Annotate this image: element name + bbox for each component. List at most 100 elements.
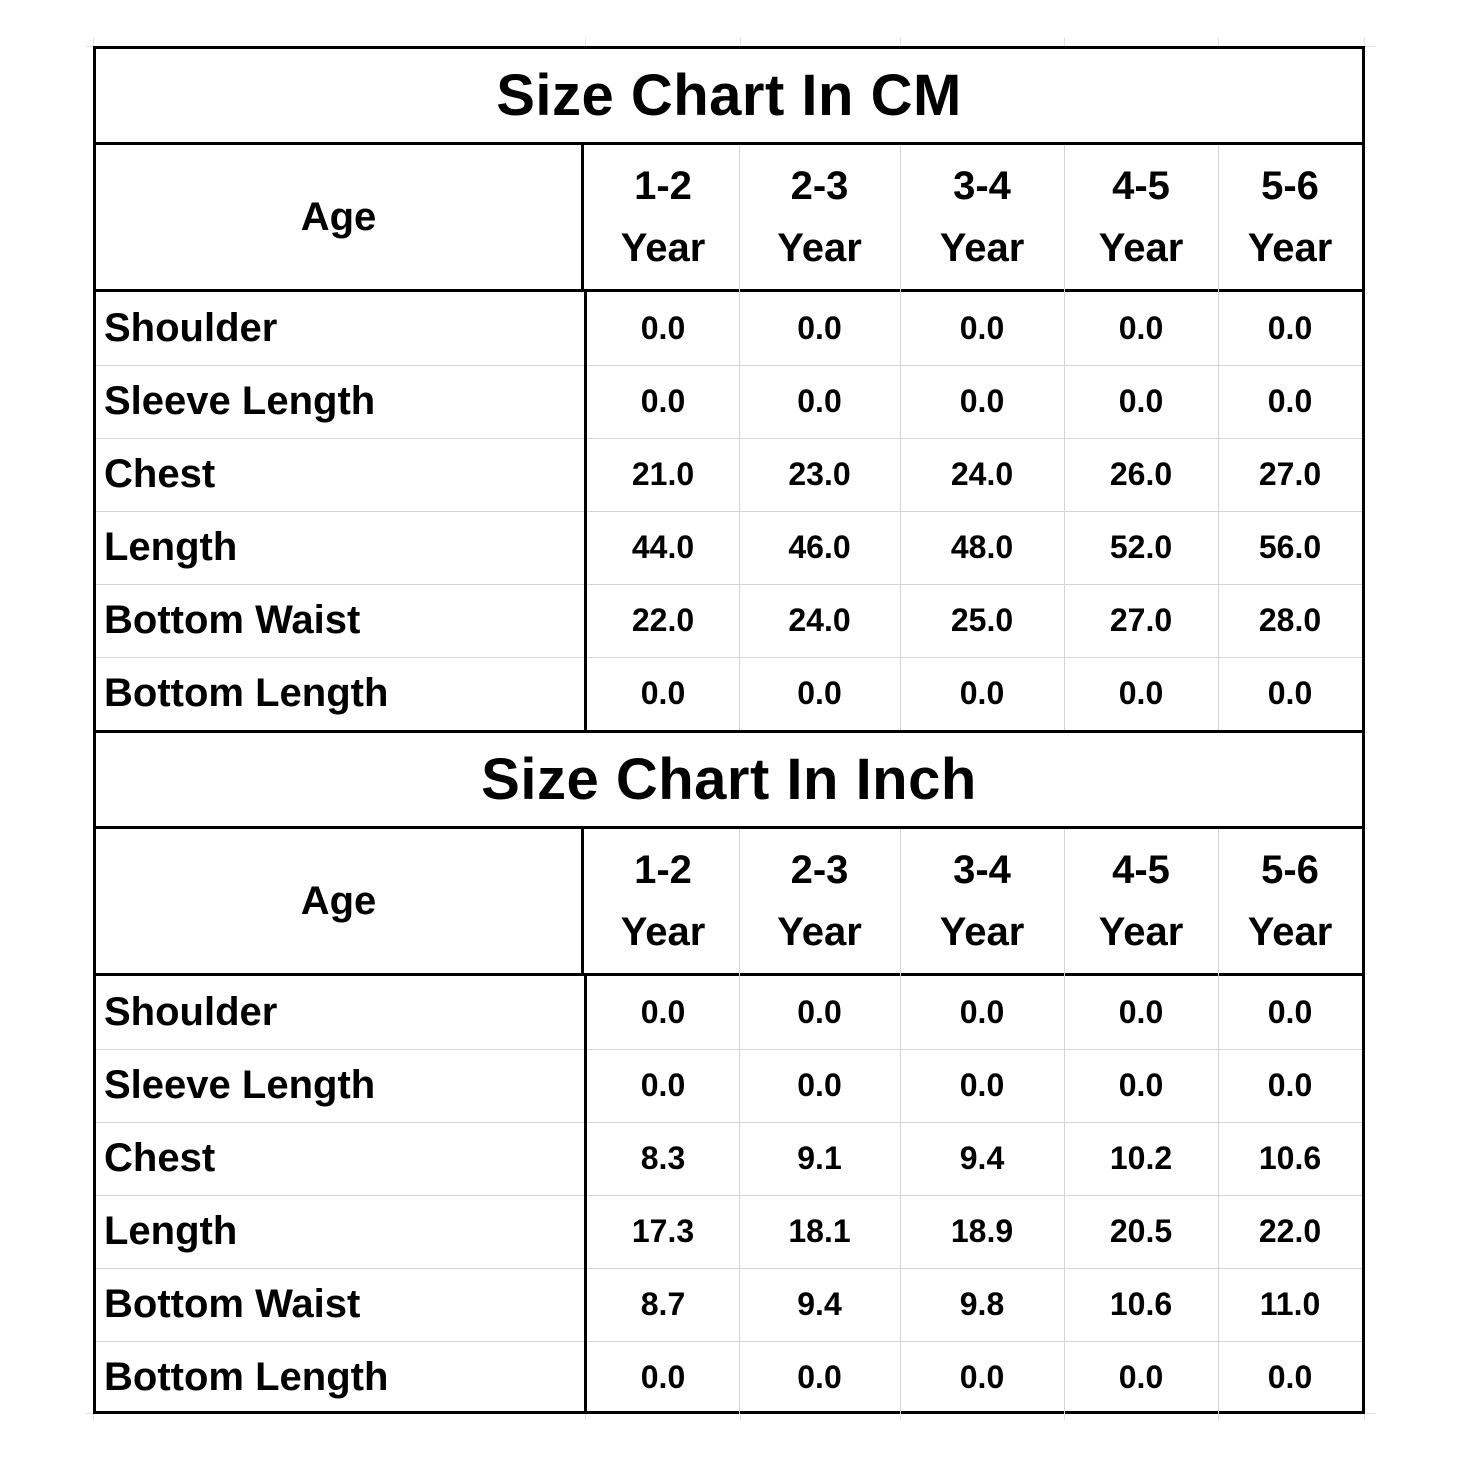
measurement-value: 26.0 (1109, 456, 1173, 492)
age-size-header: 3-4 Year (900, 145, 1064, 289)
section-divider (96, 730, 1362, 733)
label-divider (584, 292, 587, 365)
age-label: Age (96, 145, 584, 289)
measurement-value: 18.9 (950, 1213, 1014, 1249)
age-unit: Year (777, 226, 862, 270)
age-unit: Year (1247, 910, 1333, 954)
age-range: 3-4 (953, 848, 1011, 892)
measurement-value: 0.0 (1267, 383, 1313, 419)
age-range: 1-2 (634, 848, 692, 892)
measurement-row: Sleeve Length 0.0 0.0 0.0 0.0 0.0 (96, 365, 1362, 439)
measurement-label: Length (104, 525, 238, 569)
measurement-value: 27.0 (1258, 456, 1322, 492)
measurement-label: Length (104, 1209, 238, 1253)
measurement-value: 23.0 (788, 456, 851, 492)
inch-size-chart: Size Chart In Inch Age 1-2 Year 2-3 Year 3-4 Ye… (96, 733, 1362, 1414)
column-divider (1218, 829, 1219, 1414)
measurement-label: Chest (104, 1136, 216, 1180)
measurement-label: Chest (104, 452, 216, 496)
measurement-value: 46.0 (788, 529, 851, 565)
measurement-value: 44.0 (631, 529, 695, 565)
measurement-value: 0.0 (959, 1067, 1005, 1103)
measurement-value: 0.0 (1267, 675, 1313, 711)
label-divider (584, 511, 587, 584)
age-size-header: 1-2 Year (587, 145, 739, 289)
measurement-value: 21.0 (631, 456, 695, 492)
label-divider (584, 1122, 587, 1195)
measurement-value: 0.0 (1118, 310, 1164, 346)
measurement-value: 0.0 (640, 994, 686, 1030)
measurement-label: Sleeve Length (104, 379, 376, 423)
measurement-row: Sleeve Length 0.0 0.0 0.0 0.0 0.0 (96, 1049, 1362, 1123)
age-label: Age (96, 829, 584, 973)
measurement-row: Chest 21.0 23.0 24.0 26.0 27.0 (96, 438, 1362, 512)
age-unit: Year (1098, 910, 1184, 954)
age-unit: Year (620, 226, 706, 270)
measurement-value: 0.0 (640, 1067, 686, 1103)
age-size-header: 1-2 Year (587, 829, 739, 973)
label-divider (584, 1195, 587, 1268)
measurement-value: 0.0 (640, 1359, 686, 1395)
measurement-value: 0.0 (959, 310, 1005, 346)
label-divider (584, 1268, 587, 1341)
measurement-row: Bottom Waist 8.7 9.4 9.8 10.6 11.0 (96, 1268, 1362, 1342)
measurement-row: Bottom Waist 22.0 24.0 25.0 27.0 28.0 (96, 584, 1362, 658)
measurement-value: 0.0 (1267, 994, 1313, 1030)
chart-title: Size Chart In Inch (96, 733, 1362, 829)
label-divider (584, 657, 587, 730)
measurement-value: 0.0 (959, 994, 1005, 1030)
measurement-value: 48.0 (950, 529, 1014, 565)
measurement-label: Bottom Waist (104, 598, 361, 642)
measurement-row: Length 44.0 46.0 48.0 52.0 56.0 (96, 511, 1362, 585)
measurement-value: 0.0 (959, 1359, 1005, 1395)
measurement-value: 9.4 (797, 1286, 842, 1322)
measurement-value: 9.8 (959, 1286, 1005, 1322)
measurement-value: 11.0 (1259, 1286, 1321, 1322)
measurement-value: 0.0 (797, 383, 842, 419)
age-size-header: 4-5 Year (1064, 829, 1218, 973)
measurement-value: 0.0 (959, 383, 1005, 419)
age-size-header: 4-5 Year (1064, 145, 1218, 289)
measurement-value: 0.0 (1118, 383, 1164, 419)
age-range: 5-6 (1261, 164, 1319, 208)
age-unit: Year (1247, 226, 1333, 270)
measurement-value: 0.0 (797, 1067, 842, 1103)
measurement-value: 0.0 (959, 675, 1005, 711)
age-unit: Year (1098, 226, 1184, 270)
label-divider (584, 976, 587, 1049)
measurement-value: 9.1 (797, 1140, 842, 1176)
age-header-row: Age 1-2 Year 2-3 Year 3-4 Year 4-5 Year 5-6 Year (96, 145, 1362, 292)
column-divider (739, 829, 740, 1414)
measurement-value: 24.0 (788, 602, 851, 638)
measurement-row: Bottom Length 0.0 0.0 0.0 0.0 0.0 (96, 1341, 1362, 1414)
column-divider (1218, 145, 1219, 730)
measurement-label: Shoulder (104, 990, 278, 1034)
age-header-row: Age 1-2 Year 2-3 Year 3-4 Year 4-5 Year 5-6 Year (96, 829, 1362, 976)
measurement-value: 27.0 (1109, 602, 1173, 638)
measurement-row: Chest 8.3 9.1 9.4 10.2 10.6 (96, 1122, 1362, 1196)
age-range: 4-5 (1112, 164, 1170, 208)
age-size-header: 2-3 Year (739, 145, 900, 289)
measurement-value: 0.0 (797, 1359, 842, 1395)
measurement-value: 0.0 (1267, 1067, 1313, 1103)
size-chart-sheet: Size Chart In CM Age 1-2 Year 2-3 Year 3-4 Year… (93, 46, 1365, 1414)
measurement-value: 0.0 (1118, 675, 1164, 711)
column-divider (900, 145, 901, 730)
age-range: 5-6 (1261, 848, 1319, 892)
age-unit: Year (777, 910, 862, 954)
measurement-value: 25.0 (950, 602, 1014, 638)
measurement-row: Shoulder 0.0 0.0 0.0 0.0 0.0 (96, 976, 1362, 1050)
measurement-label: Bottom Length (104, 671, 389, 715)
age-size-header: 2-3 Year (739, 829, 900, 973)
age-unit: Year (939, 226, 1025, 270)
measurement-value: 0.0 (797, 310, 842, 346)
measurement-label: Bottom Length (104, 1355, 389, 1399)
measurement-value: 0.0 (797, 675, 842, 711)
measurement-row: Shoulder 0.0 0.0 0.0 0.0 0.0 (96, 292, 1362, 366)
measurement-value: 24.0 (950, 456, 1014, 492)
age-unit: Year (620, 910, 706, 954)
measurement-value: 9.4 (959, 1140, 1005, 1176)
age-range: 2-3 (790, 848, 849, 892)
age-range: 1-2 (634, 164, 692, 208)
measurement-value: 56.0 (1258, 529, 1322, 565)
